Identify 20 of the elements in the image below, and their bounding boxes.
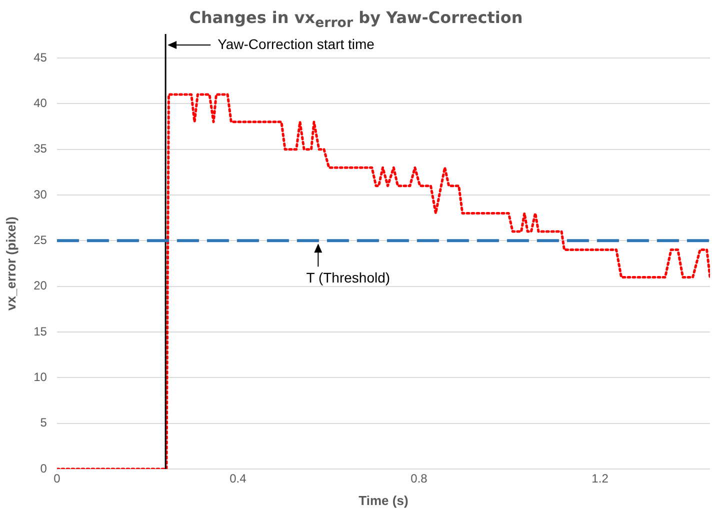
y-tick-label: 35 bbox=[34, 142, 48, 156]
y-tick-label: 0 bbox=[40, 461, 48, 476]
y-tick-label: 25 bbox=[34, 232, 48, 247]
x-tick-label: 0.8 bbox=[410, 472, 428, 486]
x-axis-title: Time (s) bbox=[358, 492, 408, 508]
y-tick-label: 10 bbox=[34, 370, 48, 384]
x-tick-label: 0.4 bbox=[230, 472, 247, 486]
line-series bbox=[56, 93, 710, 469]
y-tick-label: 15 bbox=[34, 324, 48, 338]
ref-line-label: Yaw-Correction start time bbox=[218, 36, 375, 52]
y-tick-label: 40 bbox=[34, 96, 48, 110]
chart-title: Changes in vx$_{error}$ by Yaw-Correction bbox=[188, 8, 524, 32]
y-axis-title: vx_error (pixel) bbox=[3, 216, 18, 310]
y-tick-label: 20 bbox=[34, 278, 48, 293]
x-tick-label: 0 bbox=[54, 472, 61, 486]
x-tick-label: 1.2 bbox=[592, 472, 609, 486]
ref-line-label: T (Threshold) bbox=[306, 270, 390, 286]
y-tick-label: 5 bbox=[40, 416, 48, 430]
y-tick-label: 45 bbox=[34, 50, 48, 64]
y-tick-label: 30 bbox=[34, 187, 48, 202]
